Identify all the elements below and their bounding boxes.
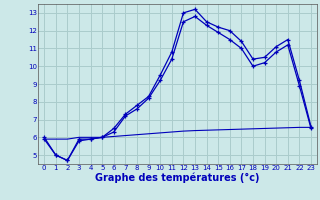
X-axis label: Graphe des températures (°c): Graphe des températures (°c) [95, 173, 260, 183]
